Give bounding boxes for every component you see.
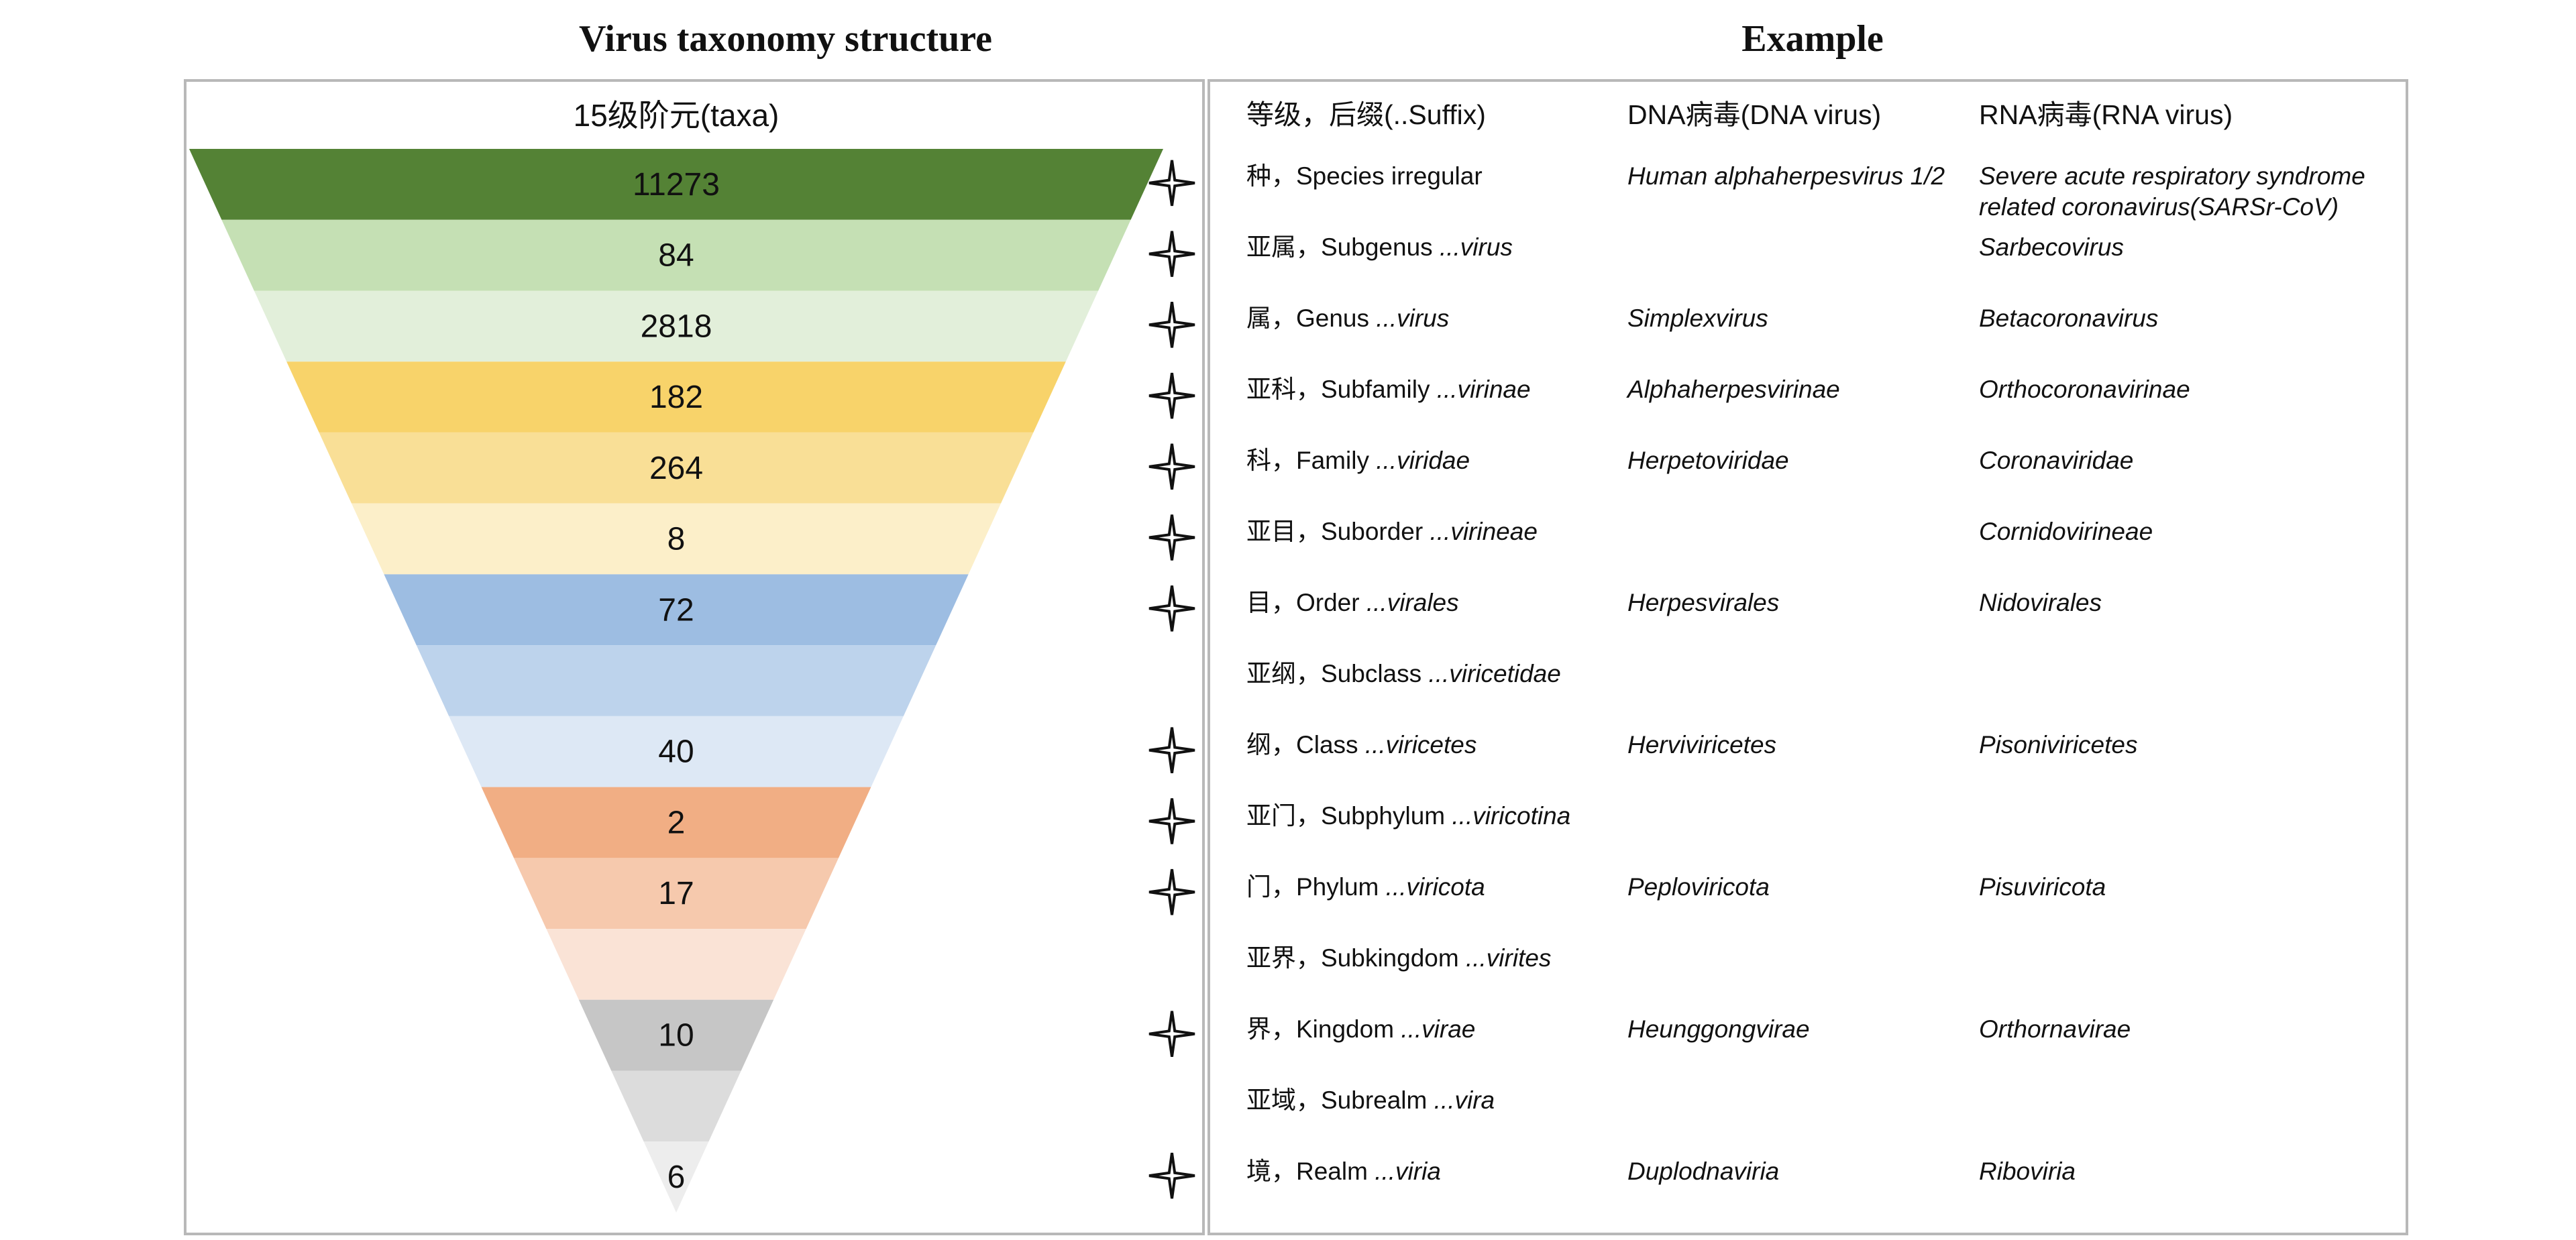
rank-cell: 亚科，Subfamily ...virinae xyxy=(1246,374,1531,405)
rna-example: Betacoronavirus xyxy=(1979,304,2159,332)
rank-cell: 门，Phylum ...viricota xyxy=(1246,872,1485,903)
rna-example: Cornidovirineae xyxy=(1979,518,2153,545)
example-table-panel xyxy=(1208,79,2408,1235)
rank-name: 亚域，Subrealm xyxy=(1246,1086,1434,1114)
rank-name: 亚属，Subgenus xyxy=(1246,233,1440,261)
rank-suffix: irregular xyxy=(1391,162,1483,190)
rank-name: 种，Species xyxy=(1246,162,1391,190)
rank-cell: 亚门，Subphylum ...viricotina xyxy=(1246,801,1570,832)
dna-example: Simplexvirus xyxy=(1627,304,1768,332)
rank-cell: 界，Kingdom ...virae xyxy=(1246,1014,1475,1045)
dna-example: Duplodnaviria xyxy=(1627,1158,1780,1185)
rank-suffix: ...virus xyxy=(1376,304,1450,332)
rank-suffix: ...viria xyxy=(1375,1158,1441,1185)
rank-cell: 亚界，Subkingdom ...virites xyxy=(1246,943,1551,974)
rank-name: 科，Family xyxy=(1246,447,1377,474)
rank-cell: 种，Species irregular xyxy=(1246,161,1483,192)
rank-cell: 目，Order ...virales xyxy=(1246,587,1459,618)
rank-name: 境，Realm xyxy=(1246,1158,1375,1185)
dna-example: Herviviricetes xyxy=(1627,731,1777,758)
rank-name: 亚门，Subphylum xyxy=(1246,802,1452,830)
rank-suffix: ...vira xyxy=(1434,1086,1495,1114)
rank-name: 亚界，Subkingdom xyxy=(1246,944,1466,972)
rank-suffix: ...viricota xyxy=(1385,873,1485,901)
dna-example: Heunggongvirae xyxy=(1627,1015,1810,1043)
rank-suffix: ...viricotina xyxy=(1452,802,1571,830)
funnel-panel xyxy=(184,79,1205,1235)
rank-name: 纲，Class xyxy=(1246,731,1365,758)
rank-cell: 属，Genus ...virus xyxy=(1246,303,1449,334)
left-title: Virus taxonomy structure xyxy=(579,18,992,60)
rank-name: 界，Kingdom xyxy=(1246,1015,1401,1043)
right-title: Example xyxy=(1741,18,1884,60)
rank-suffix: ...virinae xyxy=(1436,376,1531,403)
rank-cell: 亚属，Subgenus ...virus xyxy=(1246,232,1513,263)
rank-name: 目，Order xyxy=(1246,589,1366,616)
rank-name: 属，Genus xyxy=(1246,304,1377,332)
rank-name: 门，Phylum xyxy=(1246,873,1386,901)
rna-example: Pisoniviricetes xyxy=(1979,731,2138,758)
rna-example: Pisuviricota xyxy=(1979,873,2106,901)
rank-suffix: ...virineae xyxy=(1430,518,1538,545)
rna-example: Severe acute respiratory syndrome relate… xyxy=(1979,162,2365,221)
rank-name: 亚科，Subfamily xyxy=(1246,376,1437,403)
rank-suffix: ...viricetidae xyxy=(1428,660,1561,687)
rna-example: Riboviria xyxy=(1979,1158,2076,1185)
rank-cell: 亚目，Suborder ...virineae xyxy=(1246,516,1538,547)
rank-cell: 科，Family ...viridae xyxy=(1246,445,1470,476)
rank-name: 亚目，Suborder xyxy=(1246,518,1430,545)
rna-example: Nidovirales xyxy=(1979,589,2102,616)
rank-cell: 亚纲，Subclass ...viricetidae xyxy=(1246,659,1561,689)
table-header-dna: DNA病毒(DNA virus) xyxy=(1627,99,1882,130)
rank-suffix: ...virae xyxy=(1401,1015,1476,1043)
dna-example: Human alphaherpesvirus 1/2 xyxy=(1627,162,1945,190)
rna-example: Orthocoronavirinae xyxy=(1979,376,2190,403)
rna-example: Orthornavirae xyxy=(1979,1015,2131,1043)
table-header-rna: RNA病毒(RNA virus) xyxy=(1979,99,2233,130)
rank-name: 亚纲，Subclass xyxy=(1246,660,1429,687)
table-header-rank: 等级，后缀(..Suffix) xyxy=(1246,99,1486,130)
rank-suffix: ...virites xyxy=(1465,944,1552,972)
dna-example: Herpesvirales xyxy=(1627,589,1780,616)
dna-example: Peploviricota xyxy=(1627,873,1770,901)
rank-cell: 纲，Class ...viricetes xyxy=(1246,730,1477,760)
rank-suffix: ...virus xyxy=(1439,233,1513,261)
rank-suffix: ...viricetes xyxy=(1364,731,1477,758)
rank-cell: 亚域，Subrealm ...vira xyxy=(1246,1085,1495,1116)
rank-suffix: ...virales xyxy=(1366,589,1459,616)
rank-cell: 境，Realm ...viria xyxy=(1246,1156,1441,1187)
rna-example: Coronaviridae xyxy=(1979,447,2134,474)
rank-suffix: ...viridae xyxy=(1376,447,1470,474)
rna-example: Sarbecovirus xyxy=(1979,233,2124,261)
dna-example: Herpetoviridae xyxy=(1627,447,1789,474)
dna-example: Alphaherpesvirinae xyxy=(1627,376,1840,403)
